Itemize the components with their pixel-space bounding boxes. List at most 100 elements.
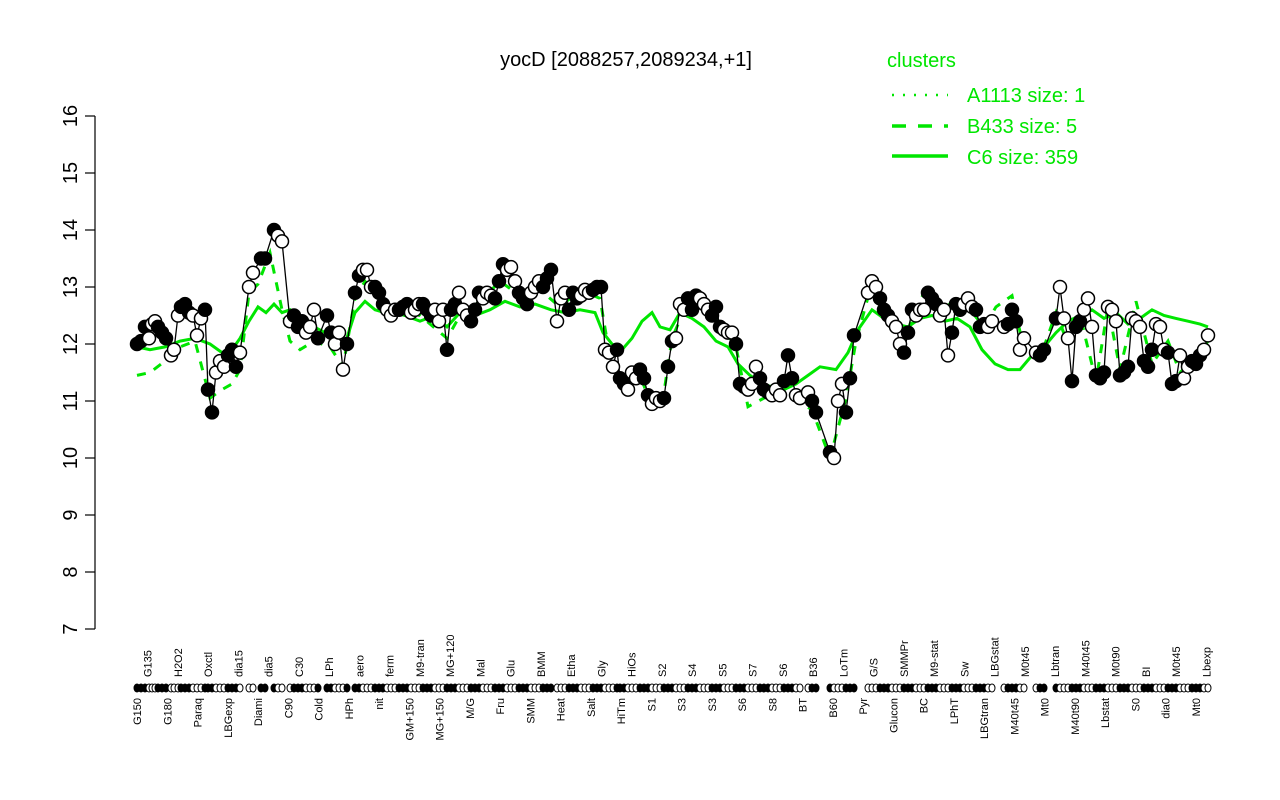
legend-title: clusters [887,50,956,72]
legend-entry-b433: B433 size: 5 [892,116,1077,138]
data-point [780,348,796,363]
data-point [1160,345,1176,360]
data-point [968,302,984,318]
x-tick-label: Glu [506,660,518,677]
y-tick-label: 7 [60,623,82,634]
x-tick-label: S6 [737,698,749,711]
x-tick-label: MG+120 [445,635,457,678]
data-point [1084,319,1100,335]
data-point [708,299,724,315]
x-tick-label: S1 [646,698,658,711]
data-point [204,405,220,420]
data-point [339,336,355,352]
data-point [605,359,621,375]
data-point [888,319,904,335]
x-tick-label: C90 [283,698,295,718]
data-point [838,405,854,420]
data-point [347,285,363,300]
x-tick-label: Etha [566,653,578,677]
x-tick-label: H2O2 [173,648,185,677]
data-point [1036,342,1052,357]
y-tick-label: 8 [60,566,82,577]
legend-entry-a1113: A1113 size: 1 [892,85,1085,107]
data-point [232,345,248,360]
x-tick-label: Pyr [858,698,870,715]
data-point [549,313,565,329]
x-sample-marker [812,683,820,693]
data-point [936,302,952,318]
data-point [593,279,609,295]
x-tick-label: G/S [869,658,881,677]
x-tick-label: Oxctl [203,652,215,677]
data-point [784,370,800,386]
x-tick-label: M0t45 [1020,646,1032,677]
x-labels-bottom-row: G150 G180 Paraq LBGexp Diami C90 Cold HPh nit GM+… [132,698,1203,741]
x-tick-label: S6 [778,664,790,677]
y-tick-label: 12 [60,333,82,355]
data-point [141,331,157,346]
x-tick-label: B36 [808,657,820,677]
x-tick-label: LPhT [949,698,961,725]
x-tick-label: Mal [475,659,487,677]
chart-title: yocD [2088257,2089234,+1] [500,49,752,71]
data-point [1096,365,1112,380]
x-tick-label: SMM [525,698,537,724]
data-point [846,328,862,343]
data-point [684,302,700,318]
data-point [940,348,956,363]
x-tick-label: LBGexp [223,698,235,738]
x-sample-marker [1040,683,1048,693]
data-point [620,382,636,397]
data-point [1108,313,1124,329]
x-tick-label: Lbexp [1202,647,1214,677]
x-tick-label: Heat [556,698,568,721]
data-point [335,362,351,377]
data-point [656,390,672,406]
x-tick-label: M40t45 [1081,640,1093,677]
data-point [331,325,347,340]
x-sample-marker [796,683,804,693]
x-tick-label: ferm [385,655,397,677]
x-tick-label: LBGtran [979,698,991,739]
y-tick-label: 11 [60,391,82,412]
data-point [245,265,261,281]
data-point [439,342,455,357]
x-tick-label: BMM [536,651,548,677]
legend-entry-c6: C6 size: 359 [892,147,1078,169]
x-tick-label: M40t90 [1070,698,1082,735]
data-point [467,302,483,318]
x-tick-label: HiOs [627,652,639,677]
data-point [944,325,960,340]
data-point [197,302,213,318]
y-tick-label: 15 [60,162,82,184]
x-tick-label: MG+150 [435,698,447,741]
data-point [451,285,467,300]
x-tick-label: nit [374,698,386,710]
data-point [1152,319,1168,335]
x-tick-label: G135 [143,650,155,677]
data-point [241,279,257,295]
y-tick-label: 13 [60,276,82,298]
x-sample-marker [314,683,322,693]
x-tick-label: M0t45 [1171,646,1183,677]
x-tick-label: S8 [767,698,779,711]
x-tick-label: C30 [294,657,306,677]
data-point [1056,311,1072,326]
data-point [561,302,577,318]
y-axis-ticks: 7 8 9 10 11 12 13 14 15 16 [60,105,95,635]
x-axis-labels: G135 H2O2 Oxctl dia15 dia5 C30 LPh aero ferm M9-t… [132,635,1214,741]
x-tick-label: Paraq [193,698,205,727]
x-tick-label: G150 [132,698,144,725]
data-point [491,274,507,289]
x-tick-label: Glucon [888,698,900,733]
x-tick-label: B60 [828,698,840,718]
x-tick-label: LoTm [838,649,850,677]
x-tick-label: LBGstat [990,637,1002,677]
x-sample-marker [249,683,257,693]
x-sample-marker [278,683,286,693]
x-tick-label: BC [919,698,931,713]
data-point [1144,342,1160,357]
data-point [189,328,205,343]
data-point [1196,342,1212,357]
x-tick-label: M40t45 [1009,698,1021,735]
